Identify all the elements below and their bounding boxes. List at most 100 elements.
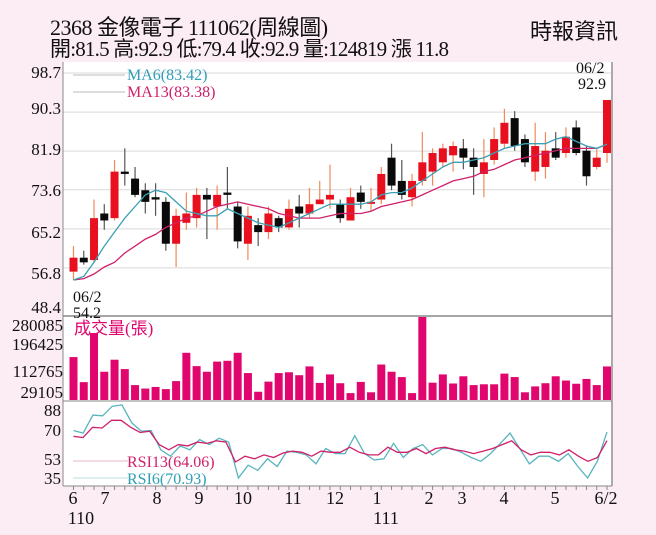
y-tick: 81.9 [31,140,61,159]
volume-bar [325,374,334,400]
x-tick-label: 4 [500,488,509,508]
volume-bar [418,317,427,400]
volume-bar [387,371,396,400]
volume-bar [69,357,78,400]
ma6-line [73,136,608,281]
moving-averages [73,136,608,281]
y-tick: 56.8 [31,264,61,283]
candle-down [387,157,396,186]
candle-up [541,150,550,167]
y-tick: 73.6 [31,181,61,200]
y-tick: 53 [44,450,61,469]
x-ticks [73,486,608,490]
candle-down [510,118,519,147]
volume-bar [582,378,591,400]
volume-bar [254,391,263,400]
candle-down [572,127,581,154]
high-annotation-date: 06/2 [576,60,604,77]
candle-down [141,190,150,202]
candle-up [90,218,99,261]
candle-down [582,150,591,177]
x-tick-label: 10 [234,488,252,508]
volume-bar [233,352,242,400]
volume-bar [520,392,529,400]
candle-up [531,146,540,172]
volume-bar [561,380,570,400]
candle-up [438,148,447,163]
volume-bar [131,385,140,400]
candlesticks [69,99,611,281]
y-tick: 280085 [12,316,63,335]
volume-bar [490,384,499,400]
candle-down [295,206,304,214]
ma13-line [73,143,608,281]
low-annotation-value: 54.2 [73,305,101,322]
candle-down [233,206,242,242]
candle-up [192,194,201,219]
candle-up [243,215,252,244]
volume-bars [69,317,611,400]
candle-down [161,201,170,244]
x-tick-label: 5 [551,488,560,508]
candle-up [561,136,570,154]
volume-bar [510,377,519,400]
volume-bar [90,333,99,400]
candle-up [284,208,293,228]
candle-up [449,146,458,156]
x-tick-label: 7 [101,488,110,508]
y-tick: 48.4 [31,298,61,317]
x-year-label: 110 [68,508,94,528]
x-tick-label: 3 [458,488,467,508]
volume-bar [264,381,273,400]
volume-bar [500,373,509,400]
volume-bar [141,388,150,400]
volume-bar [151,386,160,400]
plot-area [63,62,612,486]
x-tick-label: 12 [326,488,344,508]
candle-down [520,139,529,163]
volume-bar [243,373,252,400]
rsi13-legend: RSI13(64.06) [127,454,215,471]
volume-bar [428,382,437,400]
candle-down [202,194,211,200]
high-annotation-value: 92.9 [578,76,606,93]
volume-bar [449,383,458,400]
candle-up [418,162,427,181]
volume-bar [592,385,601,400]
volume-bar [100,371,109,400]
y-tick: 70 [44,421,61,440]
volume-bar [172,381,181,400]
candle-down [274,218,283,228]
y-tick: 98.7 [31,63,61,82]
x-tick-label: 9 [195,488,204,508]
x-year-label: 111 [373,508,399,528]
candle-down [151,197,160,200]
candle-down [459,148,468,158]
volume-bar [295,375,304,400]
volume-bar [551,376,560,400]
low-annotation-date: 06/2 [73,289,101,306]
volume-bar [531,386,540,400]
y-tick: 112765 [13,362,63,381]
volume-bar [110,359,119,400]
ohlc-stats: 開:81.5 高:92.9 低:79.4 收:92.9 量:124819 漲 1… [50,37,449,61]
volume-bar [397,377,406,400]
candle-up [603,99,611,154]
candle-up [110,171,119,219]
candle-down [223,192,232,195]
rsi13-line [73,419,608,463]
candle-up [428,153,437,172]
gridlines [63,72,612,269]
candle-up [408,180,417,198]
candle-up [500,122,509,144]
volume-bar [438,374,447,400]
volume-bar [79,382,88,400]
volume-bar [459,376,468,400]
volume-bar [223,360,232,400]
y-tick: 65.2 [31,223,61,242]
volume-bar [469,385,478,400]
candle-down [100,213,109,221]
volume-bar [572,383,581,400]
